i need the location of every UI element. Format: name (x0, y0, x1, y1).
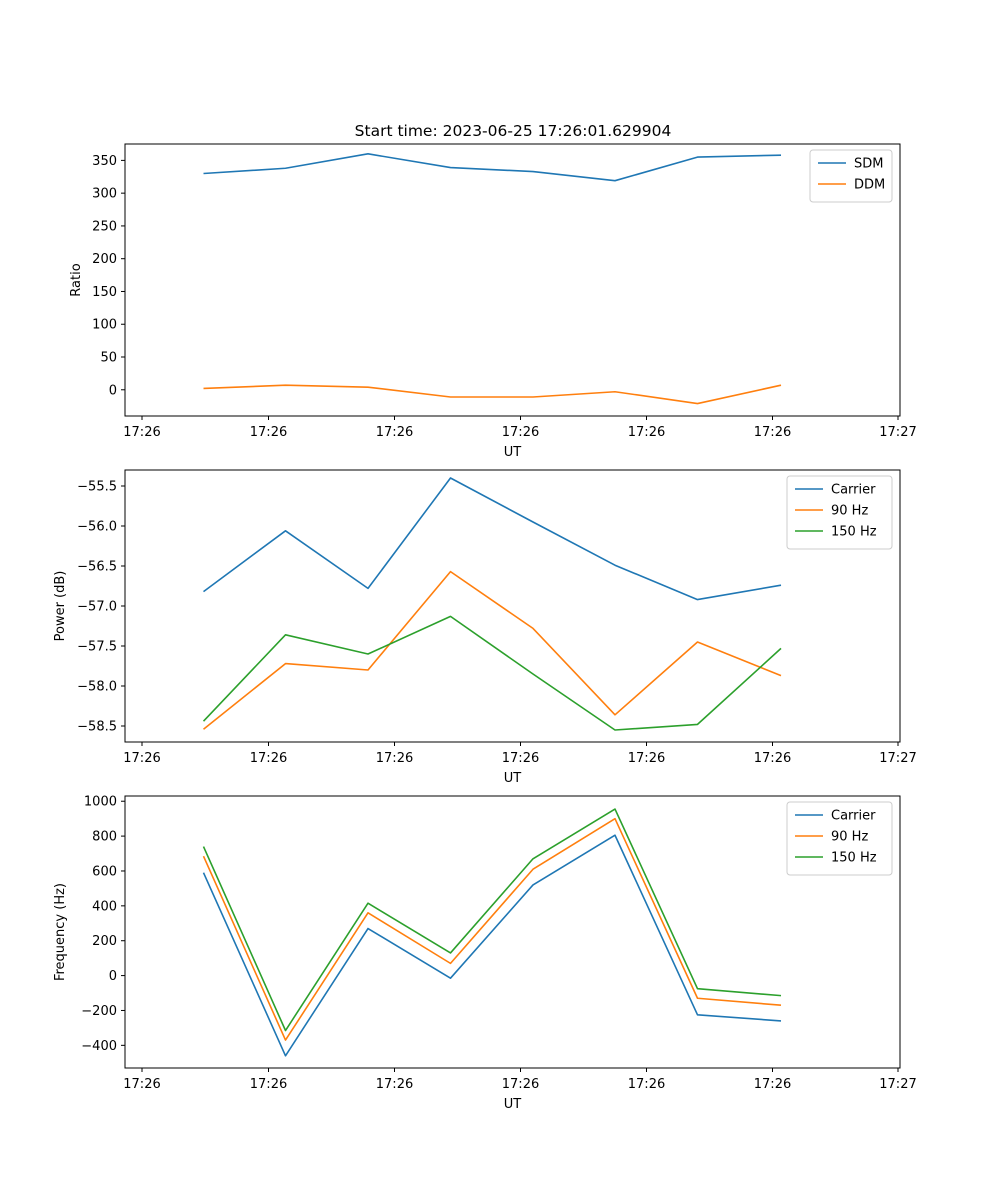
legend: Carrier 90 Hz 150 Hz (786, 801, 893, 876)
series-line-sdm (203, 153, 782, 182)
x-tick-label: 17:26 (754, 1077, 791, 1092)
legend: Carrier 90 Hz 150 Hz (786, 475, 893, 550)
y-tick-label: 400 (92, 899, 117, 914)
x-tick-label: 17:26 (123, 425, 160, 440)
y-tick-label: 250 (92, 219, 117, 234)
x-tick-label: 17:26 (250, 751, 287, 766)
legend-entry: 90 Hz (831, 830, 868, 845)
series-line-90-hz (203, 570, 782, 730)
frequency-panel: Frequency (Hz) UT 17:26 17:26 17:26 17:26 17… (53, 795, 917, 1112)
y-tick-label: 300 (92, 187, 117, 202)
y-tick-label: −58.0 (77, 680, 117, 695)
x-tick-label: 17:26 (250, 425, 287, 440)
y-tick-label: −55.5 (77, 480, 117, 495)
series-line-150-hz (202, 615, 782, 731)
x-tick-label: 17:27 (879, 751, 916, 766)
series-line-90-hz (202, 817, 782, 1041)
y-tick-label: −57.0 (77, 600, 117, 615)
x-tick-label: 17:26 (376, 425, 413, 440)
y-tick-label: −400 (81, 1039, 117, 1054)
legend-entry: 150 Hz (831, 525, 877, 540)
x-axis-label: UT (504, 445, 522, 460)
y-tick-label: 1000 (84, 795, 117, 810)
y-tick-label: 350 (92, 154, 117, 169)
series-line-carrier (203, 477, 782, 601)
x-tick-label: 17:26 (502, 1077, 539, 1092)
chart-title: Start time: 2023-06-25 17:26:01.629904 (355, 122, 672, 140)
plot-frame (124, 795, 901, 1069)
y-tick-label: 200 (92, 252, 117, 267)
y-axis-label: Frequency (Hz) (53, 883, 68, 981)
x-tick-label: 17:26 (628, 425, 665, 440)
x-tick-label: 17:26 (250, 1077, 287, 1092)
ratio-panel: Ratio UT 17:26 17:26 17:26 17:26 17:26 17:26 1… (69, 143, 917, 460)
x-tick-label: 17:26 (502, 425, 539, 440)
plot-frame (124, 143, 901, 417)
y-axis-label: Ratio (69, 263, 84, 296)
legend-entry: SDM (854, 157, 883, 172)
x-tick-label: 17:26 (628, 1077, 665, 1092)
y-tick-label: 200 (92, 934, 117, 949)
legend-entry: Carrier (831, 809, 876, 824)
y-tick-label: −200 (81, 1004, 117, 1019)
y-tick-label: −56.0 (77, 520, 117, 535)
x-tick-label: 17:26 (376, 751, 413, 766)
y-tick-label: 600 (92, 864, 117, 879)
y-axis-label: Power (dB) (53, 571, 68, 642)
series-line-carrier (202, 834, 782, 1057)
legend-entry: DDM (854, 178, 885, 193)
x-tick-label: 17:26 (502, 751, 539, 766)
y-tick-label: 0 (109, 383, 117, 398)
legend-entry: Carrier (831, 483, 876, 498)
y-tick-label: −56.5 (77, 560, 117, 575)
x-tick-label: 17:26 (754, 425, 791, 440)
y-tick-label: 150 (92, 285, 117, 300)
y-tick-label: 100 (92, 318, 117, 333)
y-tick-label: 800 (92, 830, 117, 845)
x-tick-label: 17:26 (123, 1077, 160, 1092)
legend: SDM DDM (809, 149, 893, 203)
x-tick-label: 17:26 (628, 751, 665, 766)
y-tick-label: −58.5 (77, 720, 117, 735)
y-tick-label: −57.5 (77, 640, 117, 655)
x-tick-label: 17:26 (123, 751, 160, 766)
x-tick-label: 17:26 (376, 1077, 413, 1092)
x-tick-label: 17:26 (754, 751, 791, 766)
series-line-ddm (203, 384, 782, 405)
x-axis-label: UT (504, 1097, 522, 1112)
y-tick-label: 50 (100, 351, 117, 366)
legend-entry: 90 Hz (831, 504, 868, 519)
x-axis-label: UT (504, 771, 522, 786)
legend-entry: 150 Hz (831, 851, 877, 866)
series-line-150-hz (202, 808, 782, 1032)
x-tick-label: 17:27 (879, 1077, 916, 1092)
x-tick-label: 17:27 (879, 425, 916, 440)
y-tick-label: 0 (109, 969, 117, 984)
power-panel: Power (dB) UT 17:26 17:26 17:26 17:26 17:26 1… (53, 469, 917, 786)
